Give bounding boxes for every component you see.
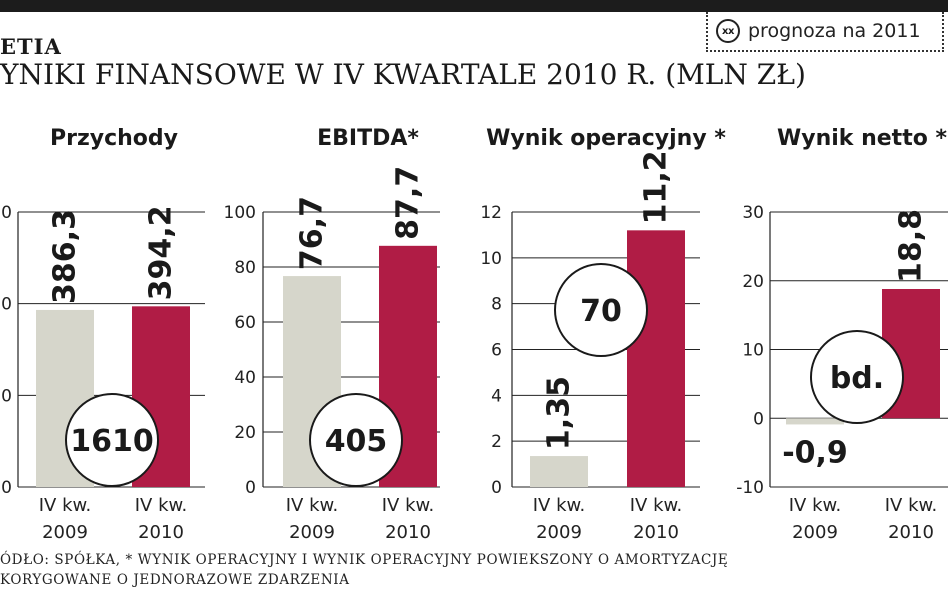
y-tick-label: 2 <box>491 432 502 452</box>
y-tick-label: 4 <box>491 386 502 406</box>
y-tick-label: 0 <box>753 409 764 429</box>
y-tick-label: -10 <box>736 478 764 498</box>
panel-title: EBITDA* <box>317 126 419 151</box>
top-bar <box>0 0 948 12</box>
y-tick-label: 6 <box>491 341 502 361</box>
y-tick-label: 0 <box>1 386 12 406</box>
source-note-line-2: KORYGOWANE O JEDNORAZOWE ZDARZENIA <box>0 572 350 588</box>
y-tick-label: 0 <box>245 478 256 498</box>
x-tick-label: IV kw. <box>286 495 339 516</box>
y-tick-label: 10 <box>480 249 502 269</box>
y-tick-label: 80 <box>234 258 256 278</box>
x-tick-label: IV kw. <box>630 495 683 516</box>
x-tick-label: IV kw. <box>885 495 938 516</box>
x-tick-label: 2009 <box>289 522 335 543</box>
x-tick-label: IV kw. <box>39 495 92 516</box>
y-tick-label: 60 <box>234 313 256 333</box>
forecast-value: bd. <box>830 361 884 396</box>
x-tick-label: 2009 <box>536 522 582 543</box>
bar <box>786 418 844 425</box>
value-label: 386,3 <box>48 209 83 304</box>
source-note: ÓDŁO: SPÓŁKA, * WYNIK OPERACYJNY I WYNIK… <box>0 550 728 590</box>
forecast-bubble <box>65 393 159 487</box>
company-name: ETIA <box>0 34 62 59</box>
forecast-bubble <box>309 393 403 487</box>
value-label: 11,2 <box>639 150 674 224</box>
forecast-value: 405 <box>325 424 388 459</box>
y-tick-label: 20 <box>234 423 256 443</box>
x-tick-label: 2010 <box>633 522 679 543</box>
value-label: 76,7 <box>295 196 330 270</box>
y-tick-label: 100 <box>224 203 256 223</box>
forecast-legend-label: prognoza na 2011 <box>748 20 921 42</box>
forecast-value: 1610 <box>70 424 154 459</box>
bar <box>530 456 588 487</box>
y-tick-label: 40 <box>234 368 256 388</box>
y-tick-label: 30 <box>742 203 764 223</box>
x-tick-label: 2010 <box>888 522 934 543</box>
panel-title: Wynik netto * <box>777 126 947 151</box>
x-tick-label: IV kw. <box>533 495 586 516</box>
forecast-value: 70 <box>580 294 622 329</box>
x-tick-label: 2009 <box>42 522 88 543</box>
y-tick-label: 10 <box>742 341 764 361</box>
source-note-line-1: ÓDŁO: SPÓŁKA, * WYNIK OPERACYJNY I WYNIK… <box>0 552 729 568</box>
x-tick-label: 2010 <box>385 522 431 543</box>
page-title: YNIKI FINANSOWE W IV KWARTALE 2010 R. (M… <box>0 58 806 91</box>
value-label: 87,7 <box>391 166 426 240</box>
bar <box>627 230 685 488</box>
y-tick-label: 0 <box>1 203 12 223</box>
forecast-legend: xx prognoza na 2011 <box>706 12 944 52</box>
y-tick-label: 8 <box>491 295 502 315</box>
panel-title: Przychody <box>50 126 178 151</box>
value-label: -0,9 <box>782 435 848 470</box>
value-label: 394,2 <box>144 205 179 300</box>
forecast-bubble <box>554 263 648 357</box>
y-tick-label: 20 <box>742 272 764 292</box>
x-tick-label: 2010 <box>138 522 184 543</box>
x-tick-label: IV kw. <box>135 495 188 516</box>
y-tick-label: 0 <box>1 478 12 498</box>
x-tick-label: IV kw. <box>382 495 435 516</box>
y-tick-label: 0 <box>491 478 502 498</box>
x-tick-label: 2009 <box>792 522 838 543</box>
y-tick-label: 12 <box>480 203 502 223</box>
forecast-bubble <box>810 330 904 424</box>
y-tick-label: 0 <box>1 295 12 315</box>
panel-title: Wynik operacyjny * <box>486 126 726 151</box>
value-label: 18,8 <box>894 209 929 283</box>
x-tick-label: IV kw. <box>789 495 842 516</box>
forecast-circle-icon: xx <box>716 19 740 43</box>
value-label: 1,35 <box>542 376 577 450</box>
